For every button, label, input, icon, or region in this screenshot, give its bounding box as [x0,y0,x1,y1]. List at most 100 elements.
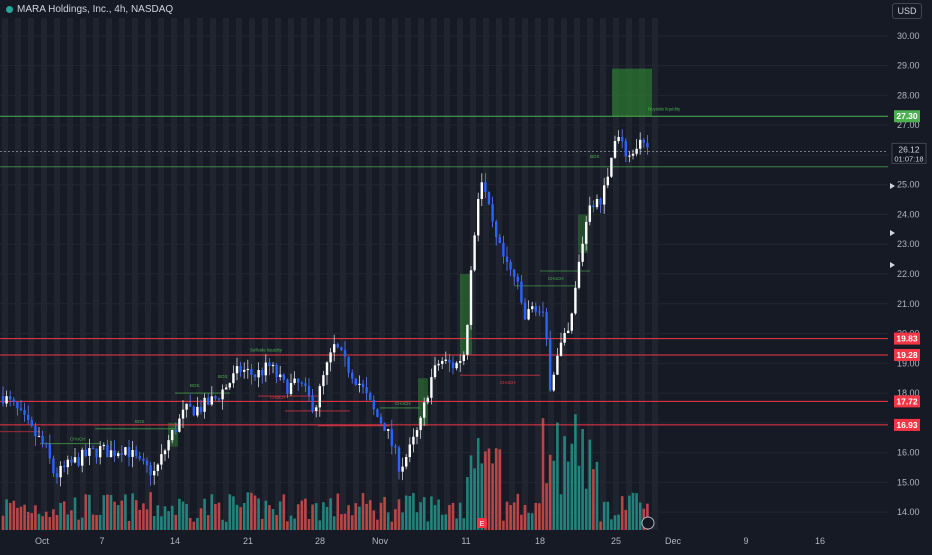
dividend-icon [641,516,655,530]
candle-body [5,396,8,404]
volume-bar [77,519,80,530]
volume-bar [62,501,66,530]
volume-bar [286,521,289,530]
y-tick-label: 30.00 [897,31,920,41]
candle-body [16,402,19,409]
volume-bar [617,514,620,530]
volume-bar [181,501,185,530]
volume-bar [566,461,570,530]
volume-bar [246,492,250,530]
demand-zone [578,214,588,254]
volume-bar [23,504,26,530]
candle-body [239,366,242,372]
candle-body [462,354,465,362]
symbol-label: MARA Holdings, Inc., 4h, NASDAQ [17,4,174,15]
candle-body [451,362,455,369]
volume-bar [484,451,487,530]
candle-body [513,269,516,277]
candle-body [527,309,530,320]
candle-body [415,430,419,437]
volume-bar [214,503,217,530]
candle-body [495,221,498,238]
candle-body [113,450,116,457]
volume-bar [584,488,588,530]
candle-body [250,368,253,375]
candle-body [279,374,282,378]
volume-bar [124,494,127,530]
candle-body [48,444,51,459]
y-tick-label: 14.00 [897,507,920,517]
candle-body [196,406,199,416]
volume-bar [379,502,383,530]
candle-body [581,243,584,262]
price-line-label: 19.28 [896,350,918,360]
volume-bar [480,463,484,530]
candle-body [127,447,131,457]
volume-bar [19,506,23,530]
candle-body [329,352,332,363]
x-tick-label: 16 [815,536,825,546]
annotation-label: Sellside liquidity [250,347,283,352]
candle-body [149,465,152,476]
volume-bar [253,495,257,530]
y-tick-label: 28.00 [897,90,920,100]
candle-body [59,465,62,478]
volume-bar [203,498,206,530]
volume-bar [606,501,610,530]
volume-bar [174,514,178,530]
candle-body [351,372,354,379]
volume-bar [462,518,466,530]
x-tick-label: 28 [315,536,325,546]
volume-bar [120,500,124,530]
candle-body [567,330,570,334]
candle-body [185,403,188,410]
candle-body [466,324,469,355]
candle-body [354,378,357,385]
candle-body [336,344,339,348]
candle-body [401,466,404,472]
volume-bar [185,503,188,530]
volume-bar [610,519,613,530]
volume-bar [419,502,422,530]
volume-bar [163,506,167,530]
volume-bar [264,500,268,530]
volume-bar [347,505,350,530]
volume-bar [354,503,358,530]
volume-bar [570,443,574,530]
volume-bar [322,502,325,530]
candle-body [423,402,426,418]
candle-body [621,136,624,142]
candle-body [358,383,361,385]
currency-button[interactable]: USD [892,3,922,19]
candle-body [228,383,231,388]
candle-body [171,430,174,441]
volume-bar [170,505,174,530]
candle-body [23,410,26,415]
candle-body [73,457,77,463]
candle-body [491,204,494,222]
volume-bar [98,514,102,530]
price-line-badge [894,348,920,361]
candle-body [167,440,170,451]
candle-body [433,365,437,378]
price-line-badge [894,395,920,408]
candle-body [88,448,91,456]
candle-body [217,398,221,400]
candle-body [95,448,98,458]
volume-bar [156,505,160,530]
volume-bar [188,517,192,530]
candle-body [124,447,127,455]
price-line-label: 16.93 [896,420,918,430]
volume-bar [52,509,55,530]
candle-body [343,350,347,357]
candle-body [455,362,458,369]
candle-body [387,429,390,431]
x-tick-label: 9 [743,536,748,546]
volume-bar [116,505,120,530]
candle-body [624,141,627,157]
y-tick-label: 24.00 [897,209,920,219]
x-tick-label: Nov [372,536,389,546]
candle-body [322,375,325,387]
